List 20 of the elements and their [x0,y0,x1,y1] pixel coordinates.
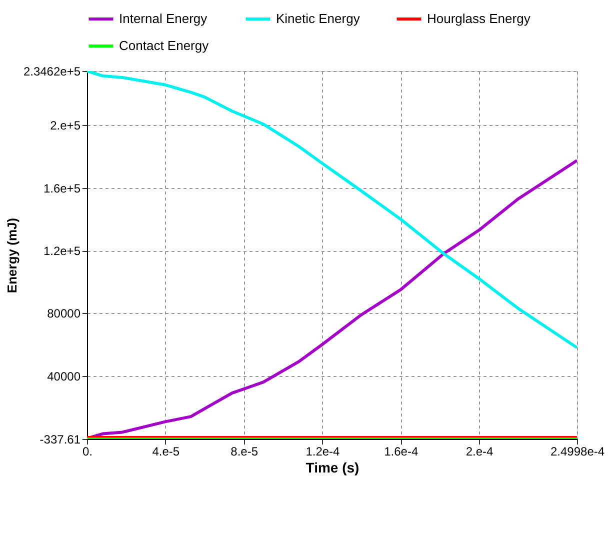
x-tick-label: 1.2e-4 [306,444,340,458]
x-tick-label: 0. [82,444,93,458]
legend-label: Hourglass Energy [427,11,531,26]
x-tick-label: 4.e-5 [152,444,180,458]
y-tick-label: 1.2e+5 [43,244,81,258]
x-tick-label: 2.e-4 [466,444,494,458]
y-tick-label: 2.3462e+5 [23,64,81,78]
y-axis-title: Energy (mJ) [4,218,20,294]
x-tick-label: 8.e-5 [230,444,258,458]
y-tick-label: 40000 [47,369,81,384]
y-tick-label: 2.e+5 [50,118,81,133]
y-tick-label: 80000 [47,306,81,321]
x-tick-label: 2.4998e-4 [550,444,605,458]
legend-label: Kinetic Energy [276,11,360,26]
x-axis-title: Time (s) [306,460,360,476]
legend-label: Internal Energy [119,11,208,26]
x-tick-label: 1.6e-4 [384,444,418,458]
legend-label: Contact Energy [119,38,210,53]
y-tick-label: 1.6e+5 [43,181,81,196]
y-tick-label: -337.61 [40,432,81,446]
